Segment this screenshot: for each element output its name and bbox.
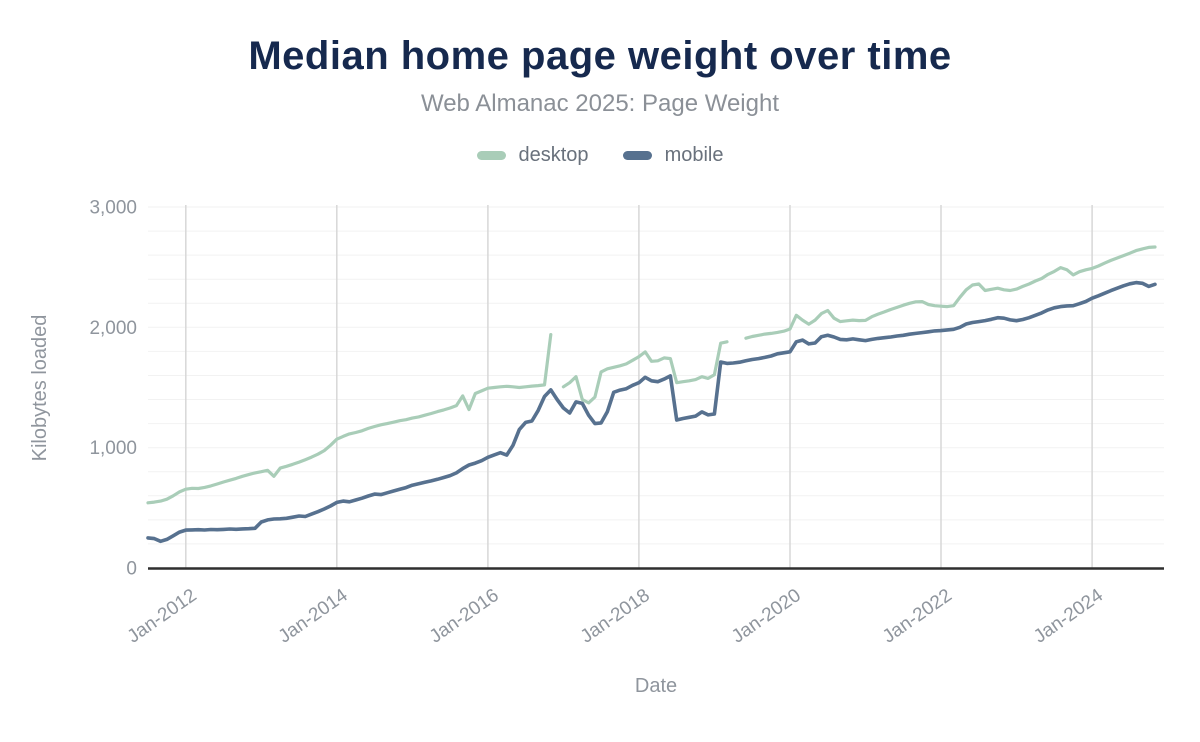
x-tick-label: Jan-2018 (577, 585, 654, 648)
mobile-series-line (146, 280, 1157, 544)
x-tick-label: Jan-2022 (879, 585, 956, 648)
x-tick-label: Jan-2016 (426, 585, 503, 648)
desktop-legend-label: desktop (518, 144, 589, 166)
chart-subtitle: Web Almanac 2025: Page Weight (420, 90, 779, 117)
y-tick-label: 2,000 (89, 318, 137, 339)
chart-legend: desktop mobile (0, 144, 1200, 167)
mobile-legend-label: mobile (664, 144, 724, 166)
y-axis-title: Kilobytes loaded (29, 315, 51, 462)
x-tick-label: Jan-2020 (728, 585, 805, 648)
x-axis-title: Date (635, 675, 677, 697)
legend-item-mobile[interactable]: mobile (622, 144, 724, 167)
y-tick-label: 3,000 (89, 198, 137, 219)
x-tick-label: Jan-2024 (1030, 585, 1107, 648)
y-tick-label: 0 (126, 559, 137, 580)
y-tick-label: 1,000 (89, 438, 137, 459)
desktop-series-line (146, 245, 1157, 505)
desktop-series-swatch (476, 151, 506, 160)
x-tick-label: Jan-2014 (275, 585, 352, 648)
chart-title: Median home page weight over time (248, 34, 952, 78)
x-tick-label: Jan-2012 (124, 585, 201, 648)
mobile-series-swatch (622, 151, 652, 160)
legend-item-desktop[interactable]: desktop (476, 144, 589, 167)
